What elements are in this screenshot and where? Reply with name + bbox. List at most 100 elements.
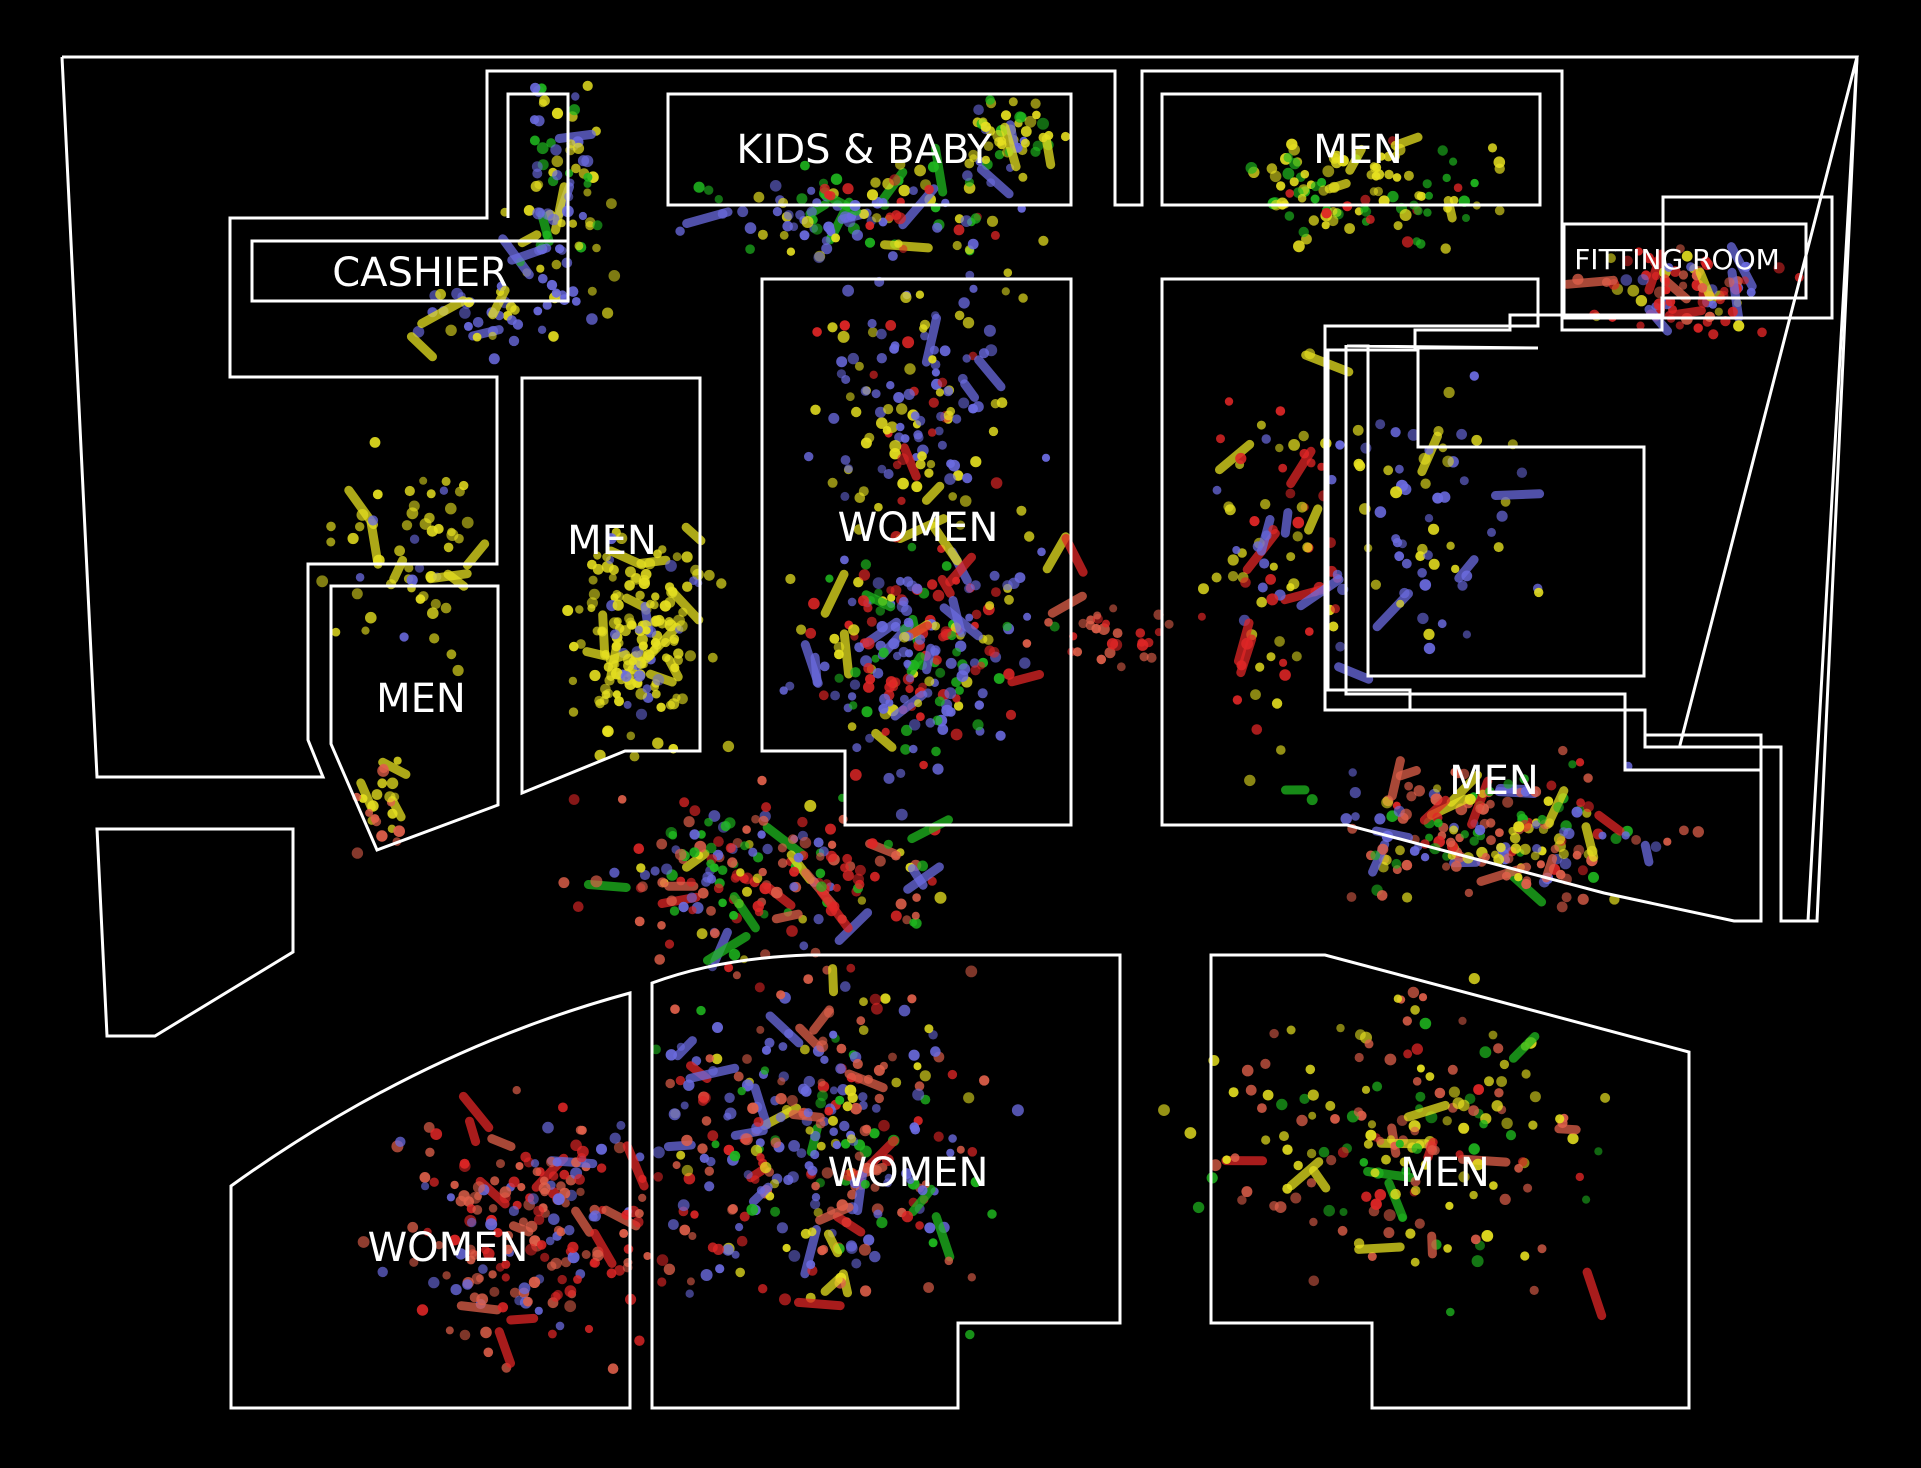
point-red (567, 1241, 579, 1253)
point-salmon (617, 795, 627, 804)
point-red (430, 1128, 443, 1140)
point-yellow (608, 564, 619, 575)
point-yellow (1399, 209, 1412, 221)
point-red (812, 327, 822, 337)
point-green (1318, 1146, 1330, 1158)
point-blue (903, 388, 915, 400)
point-blue (1002, 580, 1013, 591)
zone-label-men-small: MEN (376, 676, 466, 722)
point-salmon (1116, 662, 1126, 672)
point-salmon (1724, 277, 1735, 288)
track-green (908, 1184, 936, 1217)
point-green (1425, 833, 1434, 842)
point-green (860, 559, 872, 570)
point-yellow (847, 722, 857, 731)
point-yellow (1520, 1251, 1530, 1261)
point-yellow (669, 634, 680, 644)
point-red (634, 1335, 645, 1346)
point-red (846, 963, 856, 973)
point-blue (883, 772, 895, 784)
point-yellow (924, 676, 935, 687)
point-salmon (1692, 826, 1705, 838)
point-salmon (1442, 862, 1451, 871)
point-yellow (1255, 662, 1265, 672)
point-blue (355, 573, 365, 582)
point-blue (675, 226, 685, 236)
point-blue (466, 1217, 477, 1228)
point-yellow (742, 886, 752, 897)
point-salmon (1346, 892, 1357, 902)
track-yellow (820, 569, 849, 618)
point-yellow (651, 592, 660, 601)
point-blue (542, 300, 552, 310)
point-salmon (1376, 890, 1388, 901)
point-blue (888, 251, 898, 261)
point-yellow (1428, 523, 1440, 535)
point-yellow (735, 1267, 745, 1278)
point-blue (409, 534, 420, 544)
point-salmon (758, 815, 769, 826)
point-yellow (676, 1150, 686, 1160)
point-salmon (811, 1181, 820, 1191)
point-red (902, 336, 915, 349)
point-yellow (980, 121, 991, 132)
track-yellow (828, 964, 838, 997)
point-blue (930, 1046, 941, 1057)
point-yellow (585, 221, 595, 231)
point-blue (843, 215, 856, 228)
track-red (1236, 634, 1257, 678)
point-yellow (851, 406, 862, 418)
point-green (955, 686, 964, 695)
point-blue (686, 892, 697, 903)
point-green (928, 1238, 938, 1248)
point-blue (965, 613, 974, 622)
point-salmon (1445, 837, 1456, 848)
point-blue (931, 368, 941, 377)
point-yellow (387, 808, 398, 819)
point-yellow (760, 1161, 772, 1174)
point-blue (775, 1112, 786, 1123)
point-salmon (815, 1118, 826, 1129)
point-yellow (1514, 873, 1523, 882)
point-yellow (924, 1024, 934, 1034)
point-yellow (435, 288, 446, 300)
track-yellow (820, 1274, 843, 1296)
point-yellow (571, 163, 581, 174)
track-yellow (426, 569, 472, 584)
point-yellow (446, 649, 457, 660)
point-yellow (534, 180, 544, 190)
point-yellow (1451, 564, 1460, 574)
point-yellow (1297, 193, 1307, 203)
point-green (1412, 237, 1421, 246)
point-salmon (1529, 1285, 1539, 1295)
point-green (770, 1206, 781, 1217)
point-red (1583, 801, 1594, 813)
point-green (1339, 1208, 1348, 1216)
point-blue (944, 473, 956, 485)
point-yellow (1449, 825, 1459, 835)
point-salmon (681, 1134, 693, 1147)
point-blue (552, 1157, 562, 1167)
point-red (889, 682, 899, 692)
point-red (1473, 1084, 1484, 1095)
point-red (1401, 236, 1414, 248)
point-salmon (656, 838, 668, 850)
point-yellow (1414, 191, 1424, 200)
point-yellow (1018, 172, 1028, 182)
point-blue (634, 625, 643, 634)
zone-label-fitting-room: FITTING ROOM (1574, 243, 1780, 276)
point-red (797, 816, 808, 828)
track-yellow (1446, 770, 1482, 807)
point-yellow (985, 601, 995, 611)
point-yellow (643, 649, 655, 661)
point-green (705, 842, 717, 854)
point-yellow (1446, 541, 1455, 550)
point-blue (1423, 642, 1436, 655)
point-blue (840, 491, 850, 501)
point-blue (1348, 768, 1357, 777)
track-red (1594, 810, 1625, 836)
point-blue (633, 670, 646, 682)
point-red (878, 1119, 890, 1132)
point-blue (901, 1168, 912, 1179)
point-yellow (1600, 1092, 1611, 1103)
